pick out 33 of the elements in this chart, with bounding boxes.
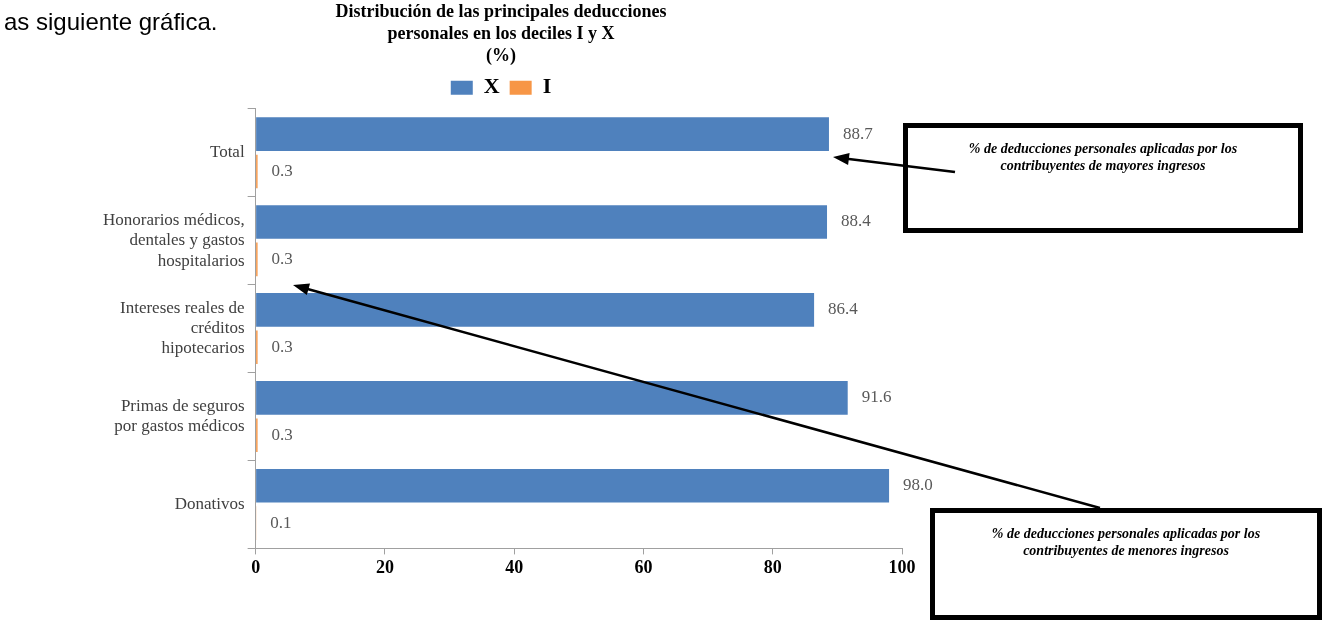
data-label: 0.1 xyxy=(270,512,292,532)
data-label: 91.6 xyxy=(861,387,892,407)
data-label: 88.7 xyxy=(842,123,874,143)
bar xyxy=(256,381,848,415)
x-tick-label: 40 xyxy=(505,556,524,577)
data-label: 0.3 xyxy=(271,336,293,356)
text: as siguiente gráfica. xyxy=(4,8,218,36)
x-tick-label: 100 xyxy=(888,556,916,577)
y-tick-label: Honorarios médicos, dentales y gastos hospitalarios xyxy=(103,209,245,270)
y-tick-label: Intereses reales de créditos hipotecarios xyxy=(120,297,245,358)
bar xyxy=(256,468,890,503)
x-tick-label: 80 xyxy=(763,556,782,577)
chart-subtitle: (%) xyxy=(486,44,516,66)
bar xyxy=(256,293,815,327)
data-label: 98.0 xyxy=(903,475,933,495)
data-label: 0.3 xyxy=(271,424,293,444)
y-tick-label: Primas de seguros por gastos médicos xyxy=(114,395,245,436)
x-tick-label: 0 xyxy=(251,556,261,577)
legend-label: I xyxy=(542,73,552,99)
text: % de deducciones personales aplicadas por los contribuyentes de menores ingresos xyxy=(965,525,1287,559)
data-label: 0.3 xyxy=(271,160,293,180)
y-tick-label: Donativos xyxy=(174,493,245,513)
data-label: 86.4 xyxy=(828,299,859,319)
x-tick-label: 60 xyxy=(634,556,653,577)
bar xyxy=(256,205,828,239)
bar xyxy=(256,117,829,151)
text: % de deducciones personales aplicadas por los contribuyentes de mayores ingresos xyxy=(938,140,1268,174)
data-label: 88.4 xyxy=(841,211,872,231)
legend-label: X xyxy=(483,73,500,99)
chart-title: Distribución de las principales deducciones personales en los deciles I y X xyxy=(335,1,667,44)
x-tick-label: 20 xyxy=(375,556,394,577)
data-label: 0.3 xyxy=(271,248,293,268)
y-tick-label: Total xyxy=(209,142,245,162)
